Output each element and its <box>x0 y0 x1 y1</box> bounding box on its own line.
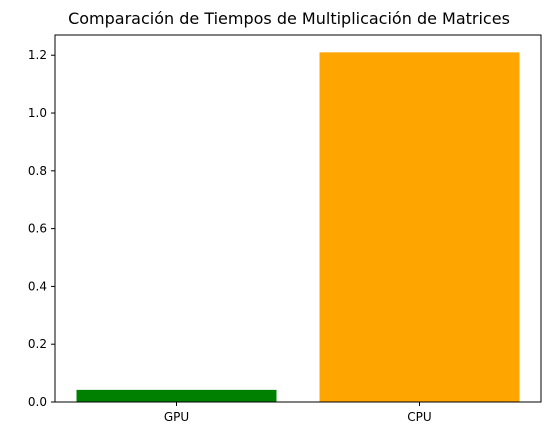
y-tick-label: 0.6 <box>28 222 47 236</box>
plot-area <box>77 52 520 402</box>
y-tick-label: 0.2 <box>28 337 47 351</box>
y-tick-label: 0.8 <box>28 164 47 178</box>
x-tick-label: CPU <box>407 410 431 424</box>
y-axis: 0.0 0.2 0.4 0.6 0.8 1.0 1.2 <box>28 48 55 409</box>
x-axis: GPU CPU <box>164 402 432 424</box>
y-tick-label: 0.4 <box>28 279 47 293</box>
y-tick-label: 0.0 <box>28 395 47 409</box>
bar-cpu <box>320 52 520 402</box>
y-tick-label: 1.2 <box>28 48 47 62</box>
chart-title: Comparación de Tiempos de Multiplicación… <box>68 9 510 28</box>
x-tick-label: GPU <box>164 410 189 424</box>
y-tick-label: 1.0 <box>28 106 47 120</box>
bar-gpu <box>77 390 277 402</box>
